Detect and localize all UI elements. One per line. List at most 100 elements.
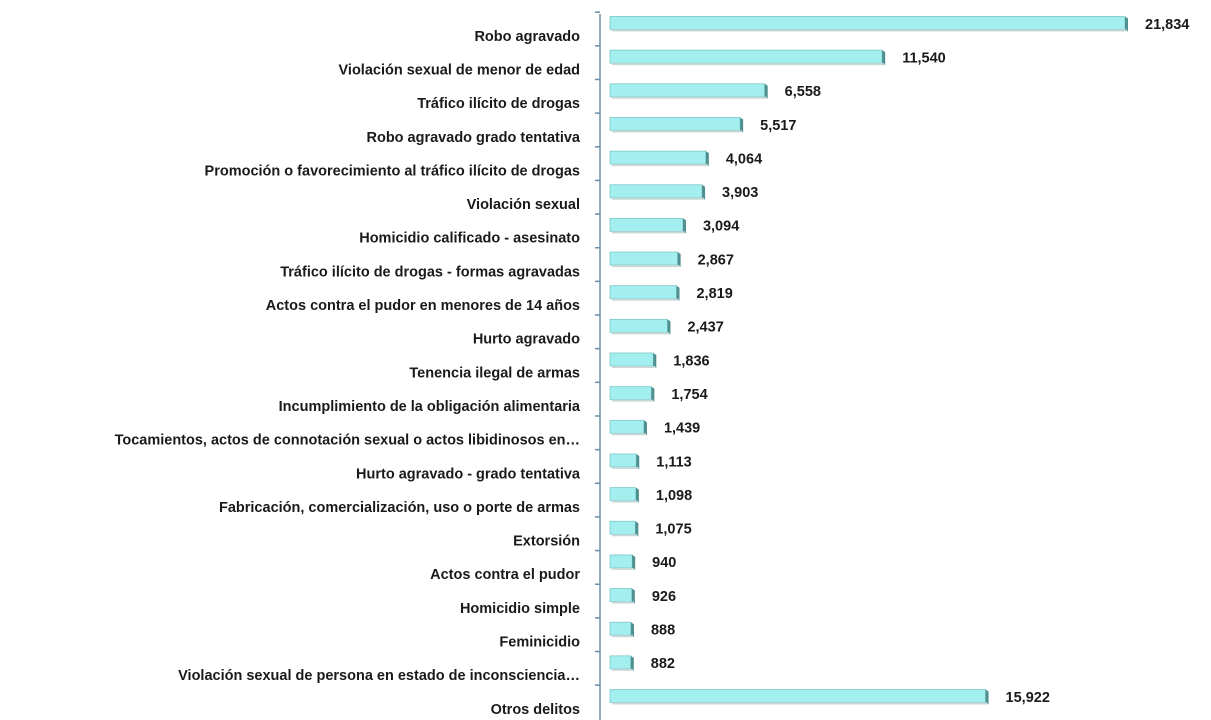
bar-side — [1125, 16, 1128, 32]
bar-shadow — [612, 601, 634, 604]
value-label: 5,517 — [760, 118, 796, 134]
bar-side — [676, 285, 680, 301]
category-label: Extorsión — [513, 534, 580, 550]
bar — [609, 520, 636, 535]
bar — [609, 487, 637, 502]
category-label: Promoción o favorecimiento al tráfico il… — [205, 163, 580, 179]
bar-side — [740, 117, 744, 133]
value-label: 888 — [651, 623, 675, 639]
category-label: Otros delitos — [491, 702, 580, 718]
bar — [609, 83, 766, 98]
category-label: Violación sexual de persona en estado de… — [178, 668, 580, 684]
value-label: 6,558 — [785, 84, 821, 100]
category-label: Violación sexual — [467, 197, 580, 213]
bar-side — [702, 184, 706, 200]
bar-shadow — [612, 298, 679, 301]
bar — [609, 621, 632, 636]
bar-shadow — [612, 130, 743, 133]
bar-side — [651, 386, 655, 402]
bar-side — [705, 151, 709, 167]
bar-shadow — [612, 332, 670, 335]
bar-shadow — [612, 197, 705, 200]
bar-shadow — [612, 63, 885, 66]
bar-shadow — [612, 534, 638, 537]
category-label: Incumplimiento de la obligación alimenta… — [279, 399, 581, 415]
bar — [609, 352, 654, 367]
bar — [609, 251, 679, 266]
bar-side — [635, 487, 639, 503]
value-label: 940 — [652, 555, 676, 571]
value-label: 4,064 — [726, 151, 762, 167]
category-label: Hurto agravado — [473, 332, 580, 348]
bar-side — [630, 655, 634, 671]
value-label: 2,819 — [696, 286, 732, 302]
bar-shadow — [612, 635, 633, 638]
category-label: Tráfico ilícito de drogas — [417, 96, 580, 112]
category-label: Tráfico ilícito de drogas - formas agrav… — [280, 264, 580, 280]
value-label: 2,437 — [687, 320, 723, 336]
value-label: 2,867 — [698, 252, 734, 268]
bar-side — [682, 218, 686, 234]
category-label: Actos contra el pudor — [430, 567, 580, 583]
bar-shadow — [612, 567, 635, 570]
category-label: Tocamientos, actos de connotación sexual… — [115, 433, 580, 449]
bar — [609, 285, 677, 300]
value-label: 15,922 — [1006, 690, 1050, 706]
bar — [609, 453, 637, 468]
bar-shadow — [612, 265, 680, 268]
category-label: Homicidio calificado - asesinato — [359, 231, 580, 247]
category-label: Homicidio simple — [460, 601, 580, 617]
value-label: 3,903 — [722, 185, 758, 201]
bar-shadow — [612, 96, 767, 99]
category-label: Actos contra el pudor en menores de 14 a… — [266, 298, 580, 314]
bar — [609, 150, 707, 165]
value-label: 926 — [652, 589, 676, 605]
bar-shadow — [612, 366, 656, 368]
category-label: Tenencia ilegal de armas — [409, 365, 580, 381]
value-label: 1,113 — [656, 454, 692, 470]
bar-side — [636, 453, 640, 469]
value-label: 1,439 — [664, 421, 700, 437]
bar-side — [764, 83, 768, 99]
bar — [609, 184, 703, 199]
bar-shadow — [612, 231, 685, 234]
category-label: Robo agravado grado tentativa — [366, 130, 580, 146]
bar — [609, 689, 986, 703]
bar-side — [630, 622, 634, 638]
value-label: 1,075 — [655, 522, 691, 538]
bar-side — [882, 50, 886, 66]
bar — [609, 554, 633, 569]
bar-side — [677, 252, 681, 268]
bar-shadow — [612, 466, 639, 469]
bar-shadow — [612, 668, 633, 671]
bar — [609, 588, 633, 602]
bar-side — [631, 588, 635, 604]
bar-side — [667, 319, 671, 335]
bar — [609, 217, 684, 232]
category-label: Feminicidio — [499, 635, 580, 651]
value-label: 1,754 — [671, 387, 707, 403]
bar-side — [632, 554, 636, 570]
bar-shadow — [612, 399, 654, 402]
bar-shadow — [612, 702, 988, 705]
value-label: 11,540 — [902, 50, 946, 66]
bar-shadow — [612, 500, 638, 503]
category-label: Fabricación, comercialización, uso o por… — [219, 500, 580, 516]
value-label: 1,836 — [673, 353, 709, 369]
bar — [609, 117, 741, 131]
bar-shadow — [612, 433, 646, 436]
bar-side — [643, 420, 647, 436]
value-label: 1,098 — [656, 488, 692, 504]
bar-side — [653, 353, 657, 368]
category-label: Robo agravado — [474, 29, 580, 45]
bar — [609, 386, 652, 401]
bar-side — [985, 689, 989, 705]
bar — [609, 655, 632, 670]
category-label: Hurto agravado - grado tentativa — [356, 466, 581, 482]
category-label: Violación sexual de menor de edad — [339, 62, 580, 78]
bar — [609, 318, 668, 333]
bar-shadow — [612, 29, 1127, 32]
value-label: 3,094 — [703, 219, 739, 235]
